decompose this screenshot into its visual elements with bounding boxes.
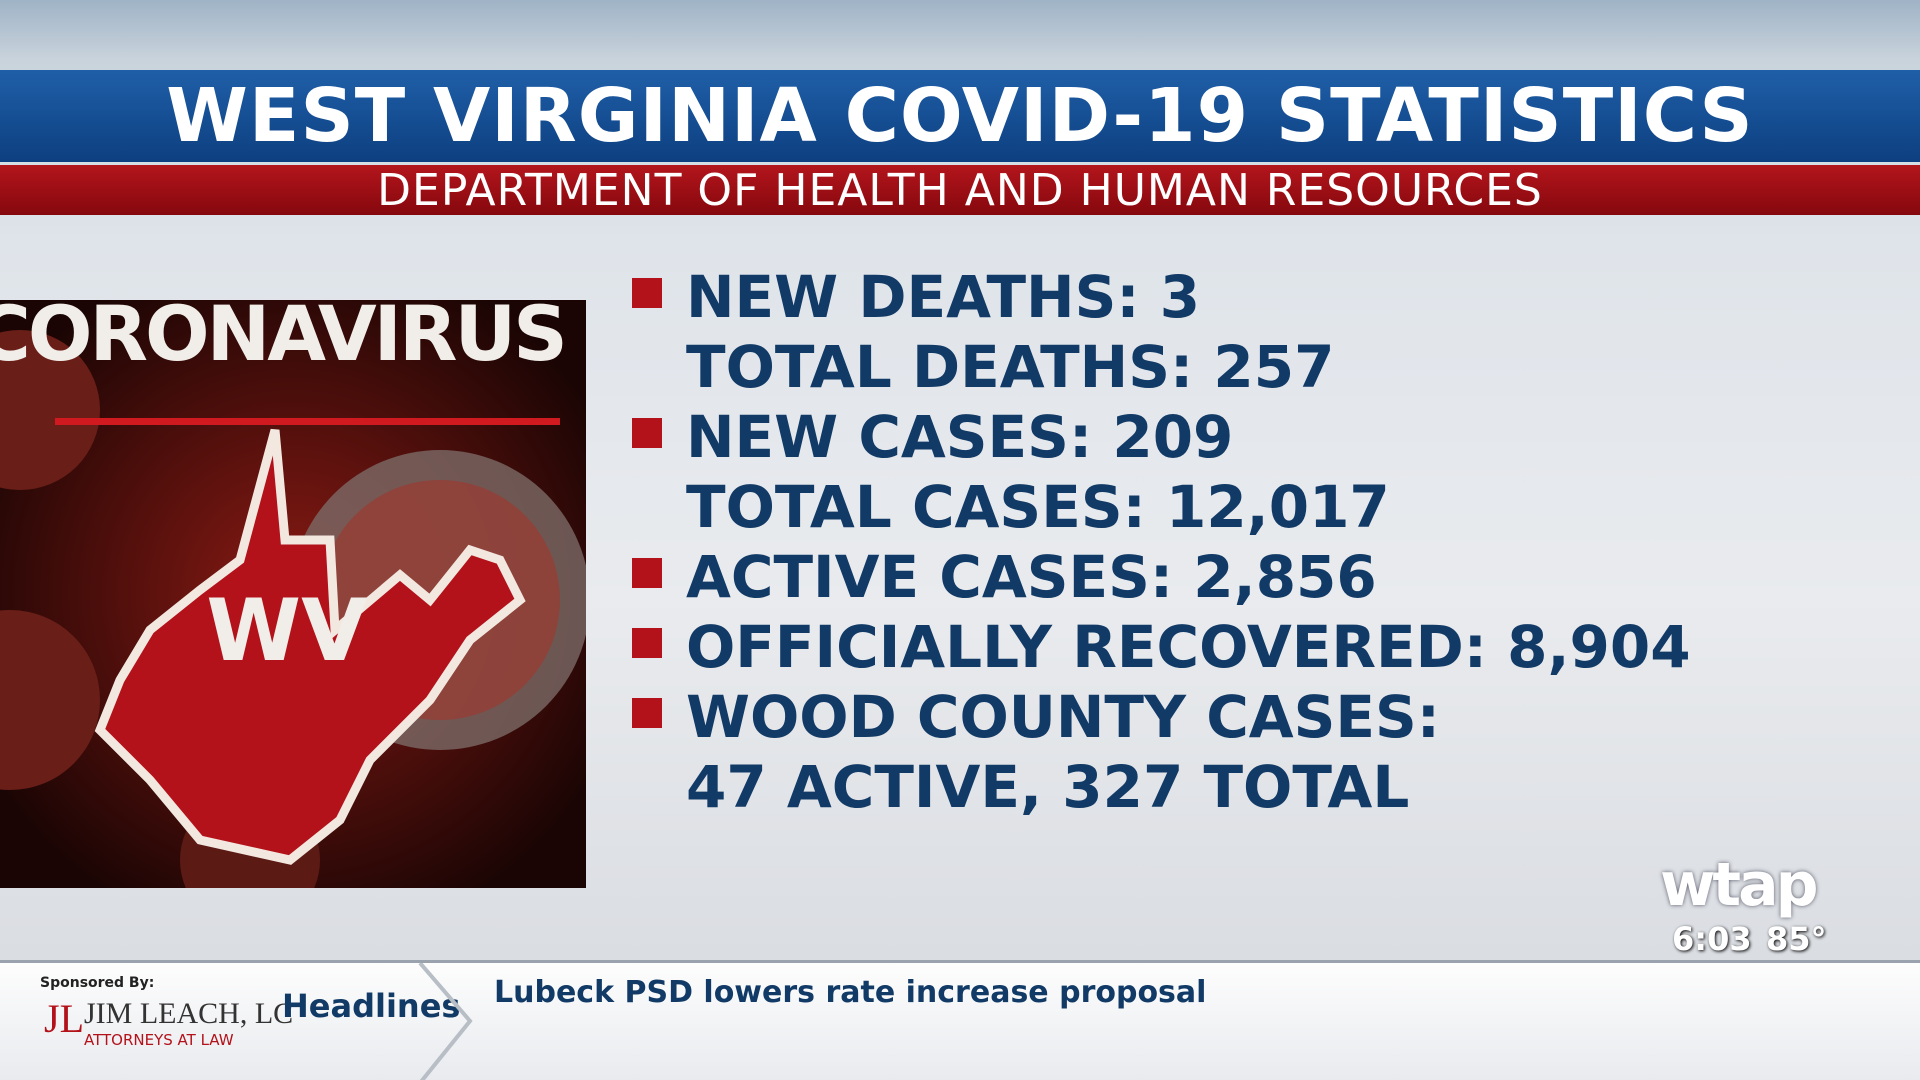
stat-text: 47 ACTIVE, 327 TOTAL xyxy=(686,753,1410,821)
stat-text: TOTAL CASES: 12,017 xyxy=(686,473,1390,541)
stat-text: OFFICIALLY RECOVERED: 8,904 xyxy=(686,613,1691,681)
subtitle: DEPARTMENT OF HEALTH AND HUMAN RESOURCES xyxy=(377,164,1543,216)
ticker-divider xyxy=(418,963,473,1080)
sponsor-label: Sponsored By: xyxy=(40,975,155,991)
stat-text: ACTIVE CASES: 2,856 xyxy=(686,543,1377,611)
sponsor-logo: JL xyxy=(44,996,84,1041)
stat-line: WOOD COUNTY CASES: xyxy=(628,682,1691,752)
stats-list: NEW DEATHS: 3 TOTAL DEATHS: 257 NEW CASES:… xyxy=(628,262,1691,822)
sponsor-tagline: ATTORNEYS AT LAW xyxy=(84,1031,234,1049)
news-ticker: Sponsored By: JL JIM LEACH, LC ATTORNEYS… xyxy=(0,960,1920,1080)
temperature: 85° xyxy=(1766,920,1827,958)
state-label: WV xyxy=(206,581,368,681)
bullet xyxy=(632,698,662,728)
stat-line: TOTAL CASES: 12,017 xyxy=(628,472,1691,542)
coronavirus-image: CORONAVIRUS WV xyxy=(0,300,586,888)
stat-text: NEW DEATHS: 3 xyxy=(686,263,1201,331)
ticker-section: Headlines xyxy=(282,987,461,1025)
stat-line: ACTIVE CASES: 2,856 xyxy=(628,542,1691,612)
bullet xyxy=(632,558,662,588)
headline: Lubeck PSD lowers rate increase proposal xyxy=(494,975,1207,1010)
title: WEST VIRGINIA COVID-19 STATISTICS xyxy=(166,73,1754,159)
station-logo: wtap xyxy=(1660,850,1819,920)
stat-line: NEW CASES: 209 xyxy=(628,402,1691,472)
stat-text: TOTAL DEATHS: 257 xyxy=(686,333,1335,401)
time: 6:03 xyxy=(1672,920,1752,958)
stat-line: 47 ACTIVE, 327 TOTAL xyxy=(628,752,1691,822)
stat-line: OFFICIALLY RECOVERED: 8,904 xyxy=(628,612,1691,682)
label-underline xyxy=(55,418,560,425)
sponsor-name: JIM LEACH, LC xyxy=(84,997,294,1030)
stat-text: WOOD COUNTY CASES: xyxy=(686,683,1440,751)
bullet xyxy=(632,418,662,448)
stat-line: TOTAL DEATHS: 257 xyxy=(628,332,1691,402)
stat-line: NEW DEATHS: 3 xyxy=(628,262,1691,332)
stat-text: NEW CASES: 209 xyxy=(686,403,1234,471)
image-label: CORONAVIRUS xyxy=(0,300,565,378)
bullet xyxy=(632,628,662,658)
subtitle-band: DEPARTMENT OF HEALTH AND HUMAN RESOURCES xyxy=(0,164,1920,216)
title-band: WEST VIRGINIA COVID-19 STATISTICS xyxy=(0,70,1920,162)
bullet xyxy=(632,278,662,308)
